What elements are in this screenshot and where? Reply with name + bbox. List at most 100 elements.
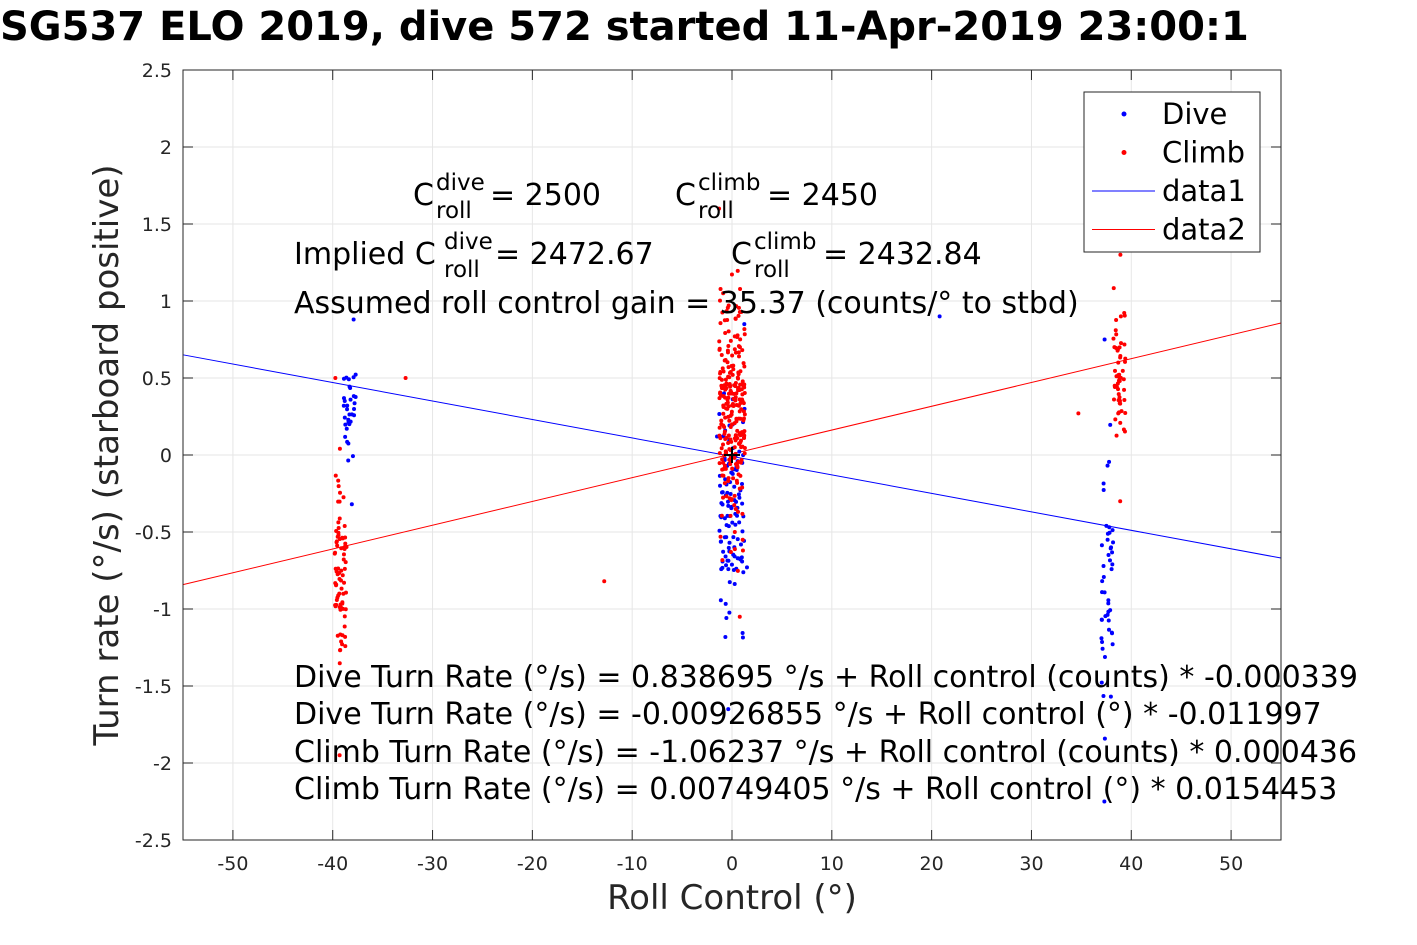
climb-point: [731, 404, 736, 409]
climb-point: [719, 418, 724, 423]
dive-point: [737, 495, 742, 500]
dive-point: [352, 406, 357, 411]
svg-text:= 2432.84: = 2432.84: [823, 237, 982, 272]
climb-point: [723, 437, 728, 442]
climb-point: [1122, 387, 1127, 392]
climb-point: [723, 466, 728, 471]
climb-point: [1111, 286, 1116, 291]
climb-point: [336, 520, 341, 525]
climb-point: [1112, 368, 1117, 373]
dive-point: [735, 513, 740, 518]
climb-point: [337, 753, 342, 758]
dive-point: [726, 503, 731, 508]
climb-point: [718, 436, 723, 441]
climb-point: [732, 547, 737, 552]
climb-point: [1111, 397, 1116, 402]
climb-point: [1121, 427, 1126, 432]
dive-point: [744, 565, 749, 570]
climb-point: [740, 537, 745, 542]
dive-point: [740, 501, 745, 506]
climb-point: [732, 445, 737, 450]
dive-point: [741, 570, 746, 575]
dive-point: [1101, 564, 1106, 569]
dive-point: [736, 492, 741, 497]
dive-point: [718, 598, 723, 603]
climb-point: [717, 451, 722, 456]
climb-point: [343, 541, 348, 546]
climb-point: [734, 391, 739, 396]
dive-point: [729, 562, 734, 567]
climb-point: [1114, 433, 1119, 438]
climb-point: [1120, 368, 1125, 373]
svg-text:climb: climb: [698, 170, 760, 196]
climb-point: [732, 529, 737, 534]
climb-point: [333, 473, 338, 478]
dive-point: [346, 441, 351, 446]
climb-point: [723, 387, 728, 392]
climb-point: [735, 568, 740, 573]
climb-point: [1112, 345, 1117, 350]
climb-point: [1118, 420, 1123, 425]
dive-point: [737, 449, 742, 454]
climb-point: [733, 433, 738, 438]
climb-point: [1116, 411, 1121, 416]
climb-point: [1119, 409, 1124, 414]
dive-point: [1102, 337, 1107, 342]
dive-point: [1107, 558, 1112, 563]
climb-point: [737, 409, 742, 414]
climb-point: [720, 457, 725, 462]
x-axis-label: Roll Control (°): [607, 878, 857, 918]
legend-items: Dive Climb data1 data2: [1092, 97, 1246, 247]
climb-point: [1076, 411, 1081, 416]
dive-point: [1101, 574, 1106, 579]
dive-point: [1102, 799, 1107, 804]
climb-point: [342, 566, 347, 571]
climb-point: [342, 523, 347, 528]
climb-point: [737, 486, 742, 491]
dive-point: [732, 484, 737, 489]
climb-point: [729, 272, 734, 277]
climb-point: [726, 433, 731, 438]
climb-point: [725, 317, 730, 322]
climb-point: [739, 430, 744, 435]
x-tick-label: 30: [1019, 853, 1043, 875]
fit-equation-climb-counts: Climb Turn Rate (°/s) = -1.06237 °/s + R…: [294, 735, 1357, 770]
dive-point: [1101, 694, 1106, 699]
dive-point: [717, 528, 722, 533]
climb-point: [1123, 356, 1128, 361]
svg-text:dive: dive: [436, 170, 485, 196]
climb-point: [738, 337, 743, 342]
climb-point: [729, 439, 734, 444]
y-axis-ticks: -2.5 -2 -1.5 -1 -0.5 0 0.5 1 1.5 2 2.5: [135, 60, 1281, 852]
climb-point: [717, 339, 722, 344]
climb-point: [725, 406, 730, 411]
climb-point: [736, 403, 741, 408]
climb-point: [343, 560, 348, 565]
climb-point: [730, 466, 735, 471]
climb-point: [341, 606, 346, 611]
climb-point: [1122, 342, 1127, 347]
climb-point: [741, 409, 746, 414]
climb-point: [1115, 381, 1120, 386]
climb-point: [728, 424, 733, 429]
climb-point: [336, 593, 341, 598]
climb-point: [336, 478, 341, 483]
climb-point: [726, 414, 731, 419]
climb-point: [717, 298, 722, 303]
dive-point: [1099, 617, 1104, 622]
y-tick-label: 2.5: [142, 60, 172, 82]
climb-point: [741, 361, 746, 366]
legend-box: [1083, 91, 1261, 253]
dive-point: [1107, 525, 1112, 530]
dive-point: [348, 397, 353, 402]
climb-point: [334, 540, 339, 545]
svg-text:C: C: [731, 237, 752, 272]
dive-point: [740, 631, 745, 636]
dive-point: [345, 407, 350, 412]
climb-point: [1118, 252, 1123, 257]
dive-point: [349, 502, 354, 507]
dive-point: [343, 434, 348, 439]
dive-point: [719, 567, 724, 572]
dive-point: [731, 552, 736, 557]
dive-point: [1106, 553, 1111, 558]
